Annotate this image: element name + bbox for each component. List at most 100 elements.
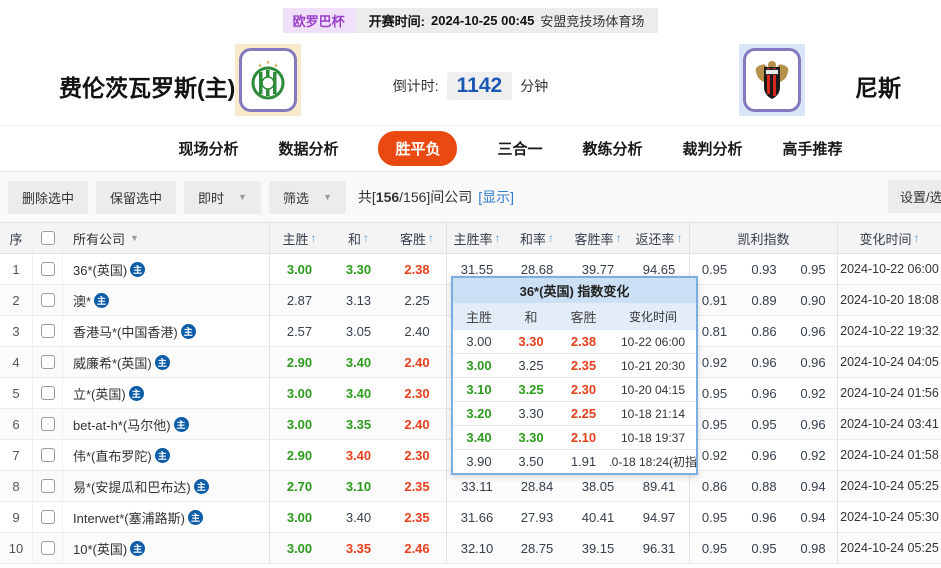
away-odds[interactable]: 2.35 — [388, 502, 447, 532]
zhu-badge-icon[interactable]: 主 — [193, 478, 209, 494]
checkbox-icon[interactable] — [40, 324, 55, 338]
row-checkbox[interactable] — [33, 254, 63, 284]
checkbox-icon[interactable] — [40, 231, 55, 245]
time-filter-dropdown[interactable]: 即时 ▼ — [184, 180, 261, 214]
zhu-badge-icon[interactable]: 主 — [154, 447, 170, 463]
zhu-badge-icon[interactable]: 主 — [130, 261, 146, 277]
away-odds[interactable]: 2.46 — [388, 533, 447, 563]
row-checkbox[interactable] — [33, 440, 63, 470]
away-odds[interactable]: 2.35 — [388, 471, 447, 501]
row-checkbox[interactable] — [33, 285, 63, 315]
settings-select-button[interactable]: 设置/选择 — [888, 180, 941, 213]
home-odds[interactable]: 3.00 — [286, 261, 313, 277]
tab-5[interactable]: 教练分析 — [582, 141, 643, 158]
row-checkbox[interactable] — [33, 409, 63, 439]
company-name[interactable]: Interwet*(塞浦路斯) 主 — [63, 502, 270, 532]
header-home-rate[interactable]: 主胜率 ↑ — [453, 231, 501, 247]
away-odds[interactable]: 2.30 — [388, 378, 447, 408]
tab-4[interactable]: 三合一 — [497, 141, 543, 158]
home-odds[interactable]: 3.00 — [286, 509, 313, 525]
zhu-badge-icon[interactable]: 主 — [173, 416, 189, 432]
row-checkbox[interactable] — [33, 533, 63, 563]
company-name[interactable]: 澳* 主 — [63, 285, 270, 315]
home-odds[interactable]: 3.00 — [286, 540, 313, 556]
draw-odds[interactable]: 3.40 — [345, 354, 372, 370]
row-checkbox[interactable] — [33, 316, 63, 346]
zhu-badge-icon[interactable]: 主 — [180, 323, 196, 339]
header-draw-odds[interactable]: 和 ↑ — [347, 231, 369, 247]
row-checkbox[interactable] — [33, 378, 63, 408]
zhu-badge-icon[interactable]: 主 — [187, 509, 203, 525]
delete-selected-button[interactable]: 删除选中 — [8, 180, 89, 214]
draw-odds[interactable]: 3.40 — [345, 447, 372, 463]
checkbox-icon[interactable] — [40, 448, 55, 462]
select-all-checkbox[interactable] — [33, 223, 63, 253]
popup-header-cell: 变化时间 — [628, 309, 677, 324]
header-draw-rate[interactable]: 和率 ↑ — [519, 231, 554, 247]
tab-6[interactable]: 裁判分析 — [682, 141, 743, 158]
table-header-row: 序所有公司 ▼ 主胜 ↑ 和 ↑ 客胜 ↑ 主胜率 ↑ 和率 ↑ 客胜率 ↑ 返还率 ↑ 凯利指数 变化时间 ↑ — [0, 222, 941, 254]
away-odds[interactable]: 2.25 — [388, 285, 447, 315]
company-name[interactable]: 威廉希*(英国) 主 — [63, 347, 270, 377]
keep-selected-button[interactable]: 保留选中 — [96, 180, 177, 214]
company-name[interactable]: 香港马*(中国香港) 主 — [63, 316, 270, 346]
kelly-draw: 0.95 — [751, 416, 777, 432]
checkbox-icon[interactable] — [40, 355, 55, 369]
tab-7[interactable]: 高手推荐 — [782, 141, 843, 158]
company-name[interactable]: bet-at-h*(马尔他) 主 — [63, 409, 270, 439]
draw-odds[interactable]: 3.13 — [345, 292, 372, 308]
home-odds[interactable]: 2.70 — [286, 478, 313, 494]
company-name[interactable]: 36*(英国) 主 — [63, 254, 270, 284]
checkbox-icon[interactable] — [40, 417, 55, 431]
header-away-odds[interactable]: 客胜 ↑ — [388, 223, 447, 253]
draw-odds[interactable]: 3.35 — [345, 416, 372, 432]
header-home-odds[interactable]: 主胜 ↑ — [282, 231, 317, 247]
show-link[interactable]: [显示] — [478, 189, 515, 205]
home-odds[interactable]: 2.90 — [286, 447, 313, 463]
away-odds[interactable]: 2.38 — [388, 254, 447, 284]
draw-odds[interactable]: 3.30 — [345, 261, 372, 277]
league-badge[interactable]: 欧罗巴杯 — [282, 8, 355, 33]
company-name[interactable]: 10*(英国) 主 — [63, 533, 270, 563]
company-name[interactable]: 易*(安提瓜和巴布达) 主 — [63, 471, 270, 501]
draw-odds[interactable]: 3.40 — [345, 385, 372, 401]
row-checkbox[interactable] — [33, 347, 63, 377]
header-change-time[interactable]: 变化时间 ↑ — [859, 231, 920, 247]
checkbox-icon[interactable] — [40, 479, 55, 493]
filter-dropdown[interactable]: 筛选 ▼ — [268, 180, 346, 214]
header-away-rate[interactable]: 客胜率 ↑ — [574, 231, 622, 247]
tab-3[interactable]: 胜平负 — [378, 131, 458, 166]
checkbox-icon[interactable] — [40, 262, 55, 276]
draw-odds[interactable]: 3.35 — [345, 540, 372, 556]
draw-odds[interactable]: 3.10 — [345, 478, 372, 494]
zhu-badge-icon[interactable]: 主 — [154, 354, 170, 370]
tab-2[interactable]: 数据分析 — [278, 141, 339, 158]
home-odds[interactable]: 2.57 — [286, 323, 313, 339]
away-odds[interactable]: 2.40 — [388, 347, 447, 377]
checkbox-icon[interactable] — [40, 386, 55, 400]
checkbox-icon[interactable] — [40, 541, 55, 555]
checkbox-icon[interactable] — [40, 293, 55, 307]
checkbox-icon[interactable] — [40, 510, 55, 524]
tab-1[interactable]: 现场分析 — [178, 141, 239, 158]
header-return-rate[interactable]: 返还率 ↑ — [629, 223, 690, 253]
away-odds[interactable]: 2.40 — [388, 409, 447, 439]
home-odds[interactable]: 2.87 — [286, 292, 313, 308]
home-odds[interactable]: 2.90 — [286, 354, 313, 370]
home-odds[interactable]: 3.00 — [286, 416, 313, 432]
away-odds[interactable]: 2.40 — [388, 316, 447, 346]
row-checkbox[interactable] — [33, 502, 63, 532]
draw-odds[interactable]: 3.40 — [345, 509, 372, 525]
draw-odds[interactable]: 3.05 — [345, 323, 372, 339]
row-checkbox[interactable] — [33, 471, 63, 501]
company-name[interactable]: 立*(英国) 主 — [63, 378, 270, 408]
company-name[interactable]: 伟*(直布罗陀) 主 — [63, 440, 270, 470]
header-company[interactable]: 所有公司 ▼ — [63, 223, 270, 253]
zhu-badge-icon[interactable]: 主 — [128, 385, 144, 401]
away-odds[interactable]: 2.30 — [388, 440, 447, 470]
zhu-badge-icon[interactable]: 主 — [130, 540, 146, 556]
company-count: 共[156/156]间公司 — [357, 189, 473, 205]
zhu-badge-icon[interactable]: 主 — [94, 292, 110, 308]
home-odds[interactable]: 3.00 — [286, 385, 313, 401]
